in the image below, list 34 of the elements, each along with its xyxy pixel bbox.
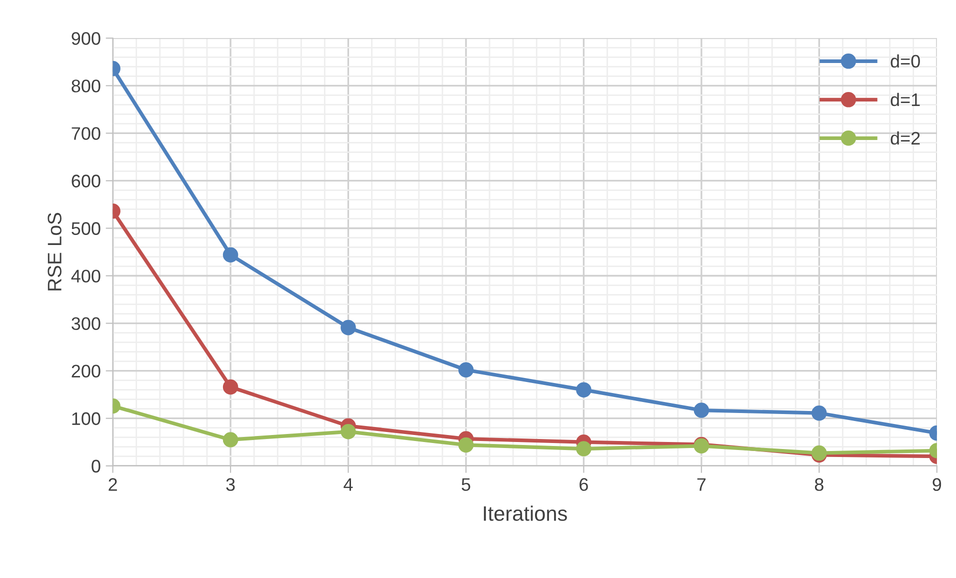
x-tick-label: 4 [344,478,353,491]
y-tick-label: 500 [72,222,100,235]
y-tick-label: 900 [72,32,100,45]
y-tick-label: 300 [72,317,100,330]
point [222,432,238,448]
y-tick-label: 800 [72,80,100,92]
point [576,382,592,398]
y-tick-label: 0 [92,460,100,473]
point [458,437,474,453]
legend-label: d=2 [890,131,920,145]
y-axis-title: RSE LoS [48,212,62,290]
x-tick-label: 5 [462,478,470,491]
point [222,379,238,395]
x-tick-label: 8 [814,478,824,491]
legend-label: d=1 [890,92,920,106]
y-tick-label: 600 [72,174,100,188]
y-tick-label: 100 [72,412,100,426]
y-tick-label: 700 [72,127,100,140]
y-tick-label: 400 [71,270,100,282]
x-tick-label: 2 [108,478,117,491]
x-tick-label: 3 [226,478,235,491]
point [694,402,710,418]
point [458,362,474,378]
point [340,424,356,440]
x-axis-title: Iterations [484,506,567,521]
point [340,320,356,336]
point [812,405,827,421]
y-tick-label: 200 [72,364,100,378]
x-tick-label: 9 [932,478,942,491]
x-tick-label: 6 [580,478,588,491]
x-tick-label: 7 [697,478,706,491]
point [576,441,592,456]
point [222,247,238,262]
legend-label: d=0 [890,54,920,68]
